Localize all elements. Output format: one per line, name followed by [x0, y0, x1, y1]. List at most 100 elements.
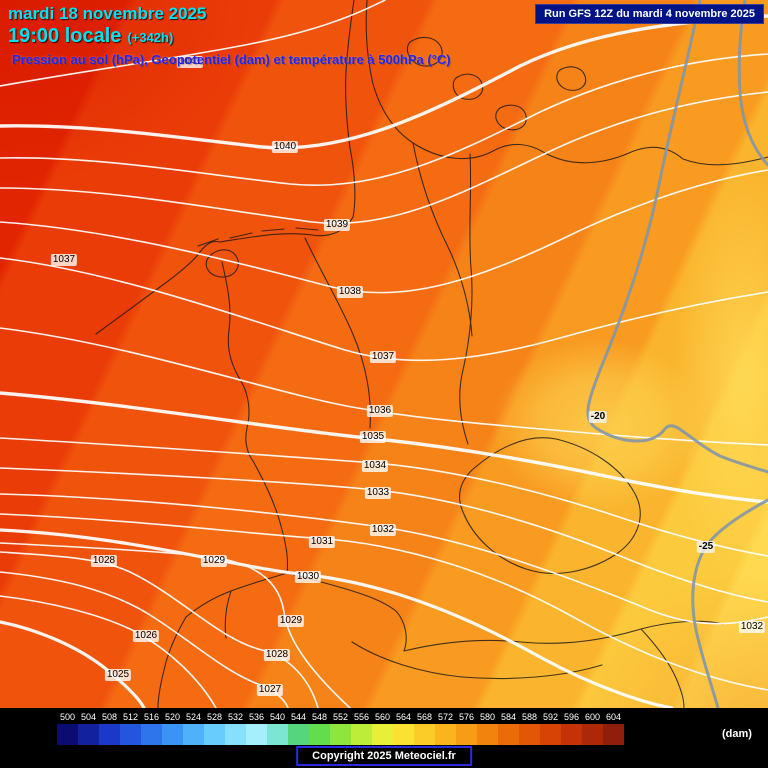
- legend-value: 584: [500, 712, 517, 722]
- legend-cell: 532: [225, 711, 246, 745]
- legend-swatch: [141, 724, 162, 745]
- pressure-label: 1028: [90, 555, 118, 567]
- legend-swatch: [99, 724, 120, 745]
- legend-swatch: [498, 724, 519, 745]
- legend-value: 564: [395, 712, 412, 722]
- legend-cell: 500: [57, 711, 78, 745]
- legend-value: 556: [353, 712, 370, 722]
- legend-swatch: [309, 724, 330, 745]
- legend-swatch: [414, 724, 435, 745]
- legend-value: 512: [122, 712, 139, 722]
- legend-value: 552: [332, 712, 349, 722]
- local-time: 19:00 locale: [8, 25, 122, 47]
- legend-cell: 552: [330, 711, 351, 745]
- legend-cells: 500 504 508 512 516 520 524 528 532 536 540 544 548 5…: [57, 711, 624, 745]
- legend-cell: 576: [456, 711, 477, 745]
- header: mardi 18 novembre 2025 19:00 locale (+342…: [8, 4, 451, 67]
- legend-cell: 512: [120, 711, 141, 745]
- temperature-label: -20: [588, 411, 608, 423]
- legend-value: 588: [521, 712, 538, 722]
- legend-swatch: [246, 724, 267, 745]
- legend-value: 528: [206, 712, 223, 722]
- legend-swatch: [162, 724, 183, 745]
- legend-cell: 588: [519, 711, 540, 745]
- pressure-label: 1036: [366, 405, 394, 417]
- legend-value: 592: [542, 712, 559, 722]
- legend-cell: 592: [540, 711, 561, 745]
- legend-cell: 504: [78, 711, 99, 745]
- pressure-label: 1034: [361, 460, 389, 472]
- legend-value: 504: [80, 712, 97, 722]
- legend-cell: 568: [414, 711, 435, 745]
- country-borders: [95, 0, 768, 708]
- pressure-label: 1027: [256, 684, 284, 696]
- legend-swatch: [393, 724, 414, 745]
- legend-value: 596: [563, 712, 580, 722]
- time-text: 19:00 locale (+342h): [8, 25, 451, 48]
- legend-swatch: [582, 724, 603, 745]
- legend-value: 604: [605, 712, 622, 722]
- pressure-label: 1031: [308, 536, 336, 548]
- pressure-label: 1032: [738, 621, 766, 633]
- legend-swatch: [456, 724, 477, 745]
- legend-value: 524: [185, 712, 202, 722]
- legend-swatch: [288, 724, 309, 745]
- legend-cell: 536: [246, 711, 267, 745]
- legend-cell: 520: [162, 711, 183, 745]
- pressure-label: 1032: [369, 524, 397, 536]
- pressure-label: 1039: [323, 219, 351, 231]
- legend-swatch: [561, 724, 582, 745]
- legend-value: 560: [374, 712, 391, 722]
- legend-value: 580: [479, 712, 496, 722]
- legend-cell: 508: [99, 711, 120, 745]
- run-info-box: Run GFS 12Z du mardi 4 novembre 2025: [535, 4, 764, 24]
- copyright-box: Copyright 2025 Meteociel.fr: [296, 746, 472, 766]
- legend-value: 508: [101, 712, 118, 722]
- map-subtitle: Pression au sol (hPa), Geopotentiel (dam…: [12, 52, 451, 67]
- legend-swatch: [330, 724, 351, 745]
- legend-swatch: [204, 724, 225, 745]
- legend-swatch: [351, 724, 372, 745]
- legend-swatch: [477, 724, 498, 745]
- pressure-label: 1037: [50, 254, 78, 266]
- legend-cell: 564: [393, 711, 414, 745]
- legend-value: 548: [311, 712, 328, 722]
- legend-cell: 560: [372, 711, 393, 745]
- pressure-label: 1028: [263, 649, 291, 661]
- legend-value: 536: [248, 712, 265, 722]
- legend-swatch: [57, 724, 78, 745]
- forecast-offset: (+342h): [127, 30, 174, 45]
- pressure-label: 1025: [104, 669, 132, 681]
- legend-swatch: [519, 724, 540, 745]
- legend-value: 572: [437, 712, 454, 722]
- pressure-label: 1041: [176, 56, 204, 68]
- legend-swatch: [540, 724, 561, 745]
- legend-value: 600: [584, 712, 601, 722]
- pressure-label: 1029: [277, 615, 305, 627]
- legend-value: 568: [416, 712, 433, 722]
- legend-cell: 604: [603, 711, 624, 745]
- legend-swatch: [225, 724, 246, 745]
- legend-value: 516: [143, 712, 160, 722]
- pressure-label: 1030: [294, 571, 322, 583]
- legend-value: 540: [269, 712, 286, 722]
- legend-value: 576: [458, 712, 475, 722]
- pressure-label: 1040: [271, 141, 299, 153]
- legend-swatch: [435, 724, 456, 745]
- temperature-contours: [586, 0, 768, 708]
- legend-strip: 500 504 508 512 516 520 524 528 532 536 540 544 548 5…: [0, 708, 768, 768]
- legend-cell: 544: [288, 711, 309, 745]
- pressure-label: 1029: [200, 555, 228, 567]
- temperature-label: -25: [696, 541, 716, 553]
- legend-swatch: [372, 724, 393, 745]
- legend-swatch: [120, 724, 141, 745]
- legend-cell: 584: [498, 711, 519, 745]
- legend-cell: 600: [582, 711, 603, 745]
- legend-cell: 528: [204, 711, 225, 745]
- pressure-label: 1038: [336, 286, 364, 298]
- isobar-lines: [0, 0, 768, 708]
- map-graphics: [0, 0, 768, 708]
- legend-value: 520: [164, 712, 181, 722]
- legend-cell: 596: [561, 711, 582, 745]
